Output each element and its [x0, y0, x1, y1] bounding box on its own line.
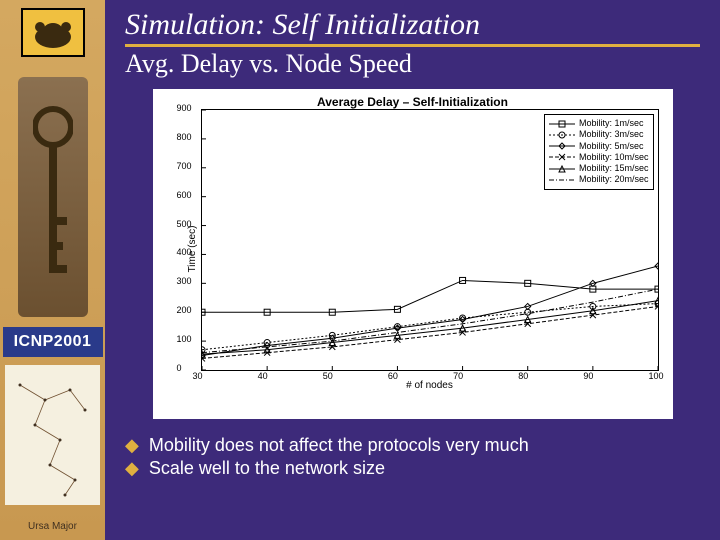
ursa-label: Ursa Major	[28, 521, 77, 532]
legend-label: Mobility: 20m/sec	[579, 174, 649, 185]
legend-label: Mobility: 15m/sec	[579, 163, 649, 174]
xtick-label: 90	[583, 371, 593, 381]
constellation-sketch	[5, 365, 100, 505]
xtick-label: 100	[649, 371, 664, 381]
chart-title: Average Delay – Self-Initialization	[161, 95, 665, 109]
key-image	[18, 77, 88, 317]
ytick-label: 300	[177, 276, 193, 286]
xtick-label: 70	[453, 371, 463, 381]
slide-main: Simulation: Self Initialization Avg. Del…	[105, 0, 720, 540]
ytick-label: 100	[177, 334, 193, 344]
legend-item: Mobility: 5m/sec	[549, 141, 649, 152]
bullet-text: Scale well to the network size	[149, 458, 385, 479]
xtick-label: 50	[323, 371, 333, 381]
xtick-label: 40	[258, 371, 268, 381]
conference-badge: ICNP2001	[3, 327, 103, 357]
chart-legend: Mobility: 1m/secMobility: 3m/secMobility…	[544, 114, 654, 190]
legend-label: Mobility: 1m/sec	[579, 118, 644, 129]
legend-item: Mobility: 10m/sec	[549, 152, 649, 163]
ytick-label: 200	[177, 305, 193, 315]
bear-logo	[21, 8, 85, 57]
bullet-icon: ◆	[125, 435, 139, 456]
slide-subtitle: Avg. Delay vs. Node Speed	[125, 49, 700, 79]
ytick-label: 900	[177, 103, 193, 113]
ytick-label: 700	[177, 161, 193, 171]
legend-label: Mobility: 3m/sec	[579, 129, 644, 140]
bullet-icon: ◆	[125, 458, 139, 479]
legend-item: Mobility: 20m/sec	[549, 174, 649, 185]
bullet-list: ◆ Mobility does not affect the protocols…	[125, 433, 700, 481]
chart: Average Delay – Self-Initialization Time…	[153, 89, 673, 419]
bullet-item: ◆ Scale well to the network size	[125, 458, 700, 479]
legend-label: Mobility: 10m/sec	[579, 152, 649, 163]
bullet-text: Mobility does not affect the protocols v…	[149, 435, 529, 456]
chart-plot-wrap: Time (sec) Mobility: 1m/secMobility: 3m/…	[201, 109, 659, 389]
slide-title: Simulation: Self Initialization	[125, 8, 700, 47]
ytick-label: 500	[177, 219, 193, 229]
sidebar: ICNP2001 Ursa Major	[0, 0, 105, 540]
legend-label: Mobility: 5m/sec	[579, 141, 644, 152]
xtick-label: 30	[193, 371, 203, 381]
chart-xlabel: # of nodes	[406, 380, 453, 391]
ytick-label: 600	[177, 190, 193, 200]
xtick-label: 60	[388, 371, 398, 381]
ytick-label: 800	[177, 132, 193, 142]
xtick-label: 80	[518, 371, 528, 381]
chart-plot-area: Mobility: 1m/secMobility: 3m/secMobility…	[201, 109, 659, 371]
legend-item: Mobility: 3m/sec	[549, 129, 649, 140]
ytick-label: 400	[177, 247, 193, 257]
legend-item: Mobility: 15m/sec	[549, 163, 649, 174]
bullet-item: ◆ Mobility does not affect the protocols…	[125, 435, 700, 456]
legend-item: Mobility: 1m/sec	[549, 118, 649, 129]
ytick-label: 0	[177, 363, 193, 373]
